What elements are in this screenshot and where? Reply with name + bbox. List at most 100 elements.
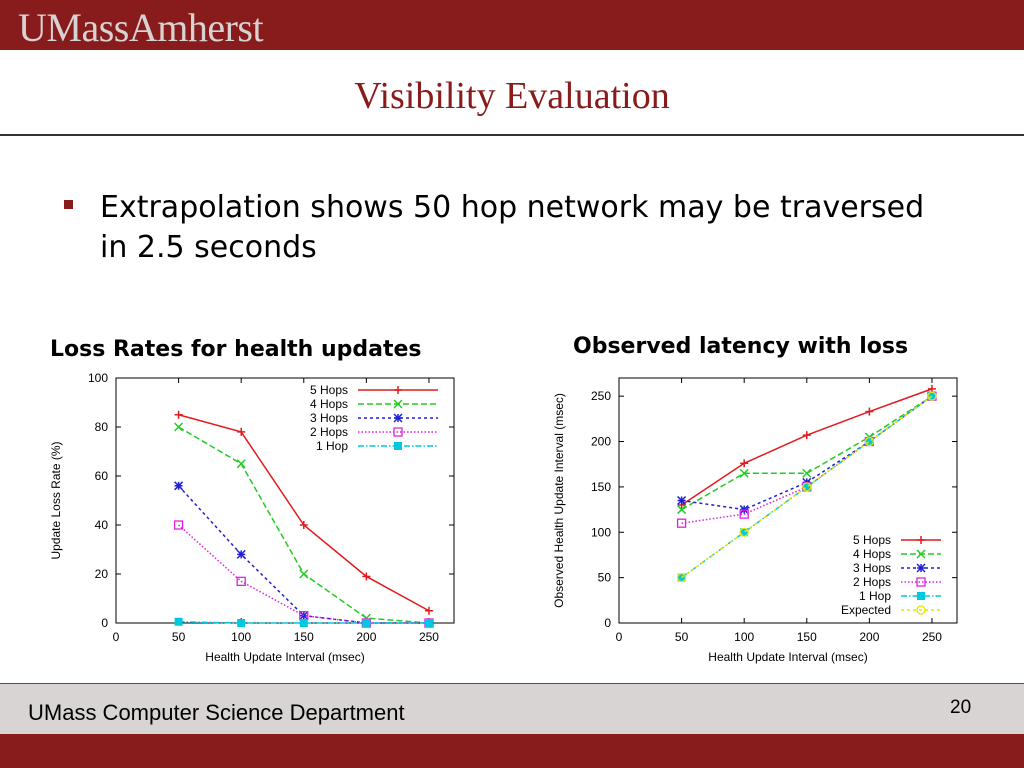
data-point	[362, 572, 371, 581]
data-point	[424, 606, 433, 615]
data-point	[174, 481, 184, 491]
series-line	[178, 485, 429, 624]
legend-marker	[393, 427, 403, 437]
data-point	[677, 505, 687, 515]
data-point	[802, 431, 811, 440]
data-point	[677, 495, 687, 506]
header-bar: UMassAmherst	[0, 0, 1024, 50]
data-point	[802, 468, 812, 478]
legend-label: 2 Hops	[853, 575, 891, 589]
legend-label: 4 Hops	[310, 397, 348, 411]
bullet-square-icon	[64, 200, 73, 209]
legend-label: Expected	[841, 603, 891, 617]
y-tick-label: 20	[95, 567, 109, 581]
legend-marker	[917, 536, 925, 544]
data-point	[739, 527, 749, 537]
series-line	[178, 414, 430, 612]
loss-rate-chart: 0 20 40 60 80 100 0 50 100 150 200 250 Health Update…	[49, 371, 455, 664]
x-tick-label: 200	[859, 630, 879, 644]
footer-bar	[0, 683, 1024, 734]
plot-frame	[115, 377, 455, 624]
data-point	[739, 509, 749, 519]
slide-title: Visibility Evaluation	[354, 75, 670, 117]
series-line	[178, 621, 429, 624]
y-tick-label: 250	[591, 389, 611, 403]
data-point	[236, 549, 246, 559]
data-point	[927, 391, 937, 401]
y-tick-label: 40	[95, 518, 109, 532]
x-axis-label: Health Update Interval (msec)	[205, 650, 364, 664]
legend-marker	[917, 592, 925, 600]
legend-label: 3 Hops	[853, 561, 891, 575]
data-point	[424, 619, 433, 627]
x-tick-label: 250	[419, 630, 439, 644]
legend-marker	[393, 413, 403, 423]
plot-frame	[618, 377, 958, 624]
legend-label: 1 Hop	[316, 439, 348, 453]
legend-marker	[916, 605, 926, 615]
x-tick-label: 100	[231, 630, 251, 644]
data-point	[299, 569, 309, 579]
legend-marker	[394, 442, 402, 450]
legend-label: 3 Hops	[310, 411, 348, 425]
series-line	[681, 395, 933, 524]
legend-label: 1 Hop	[859, 589, 891, 603]
legend-label: 4 Hops	[853, 547, 891, 561]
data-point	[237, 619, 246, 627]
y-tick-label: 200	[591, 435, 611, 449]
data-point	[362, 619, 371, 627]
x-axis-label: Health Update Interval (msec)	[708, 650, 867, 664]
data-point	[237, 427, 246, 436]
y-tick-label: 100	[591, 525, 611, 539]
bullet-text: Extrapolation shows 50 hop network may b…	[100, 190, 925, 265]
y-tick-label: 0	[101, 616, 108, 630]
university-logo: UMassAmherst	[18, 5, 264, 50]
y-tick-label: 100	[88, 371, 108, 385]
x-tick-label: 50	[172, 630, 186, 644]
x-tick-label: 50	[675, 630, 689, 644]
x-tick-label: 150	[797, 630, 817, 644]
legend-marker	[916, 549, 926, 559]
footer-department: UMass Computer Science Department	[28, 700, 405, 725]
loss-chart-title: Loss Rates for health updates	[50, 337, 422, 362]
data-point	[299, 521, 308, 529]
data-point	[174, 617, 183, 626]
x-tick-label: 200	[356, 630, 376, 644]
legend-marker	[393, 399, 403, 409]
legend-label: 2 Hops	[310, 425, 348, 439]
legend-label: 5 Hops	[310, 383, 348, 397]
series-line	[681, 395, 933, 511]
series-line	[681, 395, 933, 511]
legend-marker	[916, 563, 926, 573]
x-tick-label: 0	[616, 630, 623, 644]
data-point	[865, 407, 874, 416]
x-tick-label: 250	[922, 630, 942, 644]
data-point	[299, 619, 308, 627]
data-point	[676, 572, 687, 583]
y-tick-label: 150	[591, 480, 611, 494]
bottom-bar	[0, 734, 1024, 768]
data-point	[740, 459, 749, 468]
y-tick-label: 60	[95, 469, 109, 483]
data-point	[174, 410, 183, 419]
latency-chart-title: Observed latency with loss	[573, 334, 909, 359]
page-number: 20	[950, 697, 972, 718]
y-axis-label: Observed Health Update Interval (msec)	[552, 393, 566, 608]
y-tick-label: 50	[598, 571, 612, 585]
title-divider	[0, 134, 1024, 136]
x-tick-label: 100	[734, 630, 754, 644]
legend-label: 5 Hops	[853, 533, 891, 547]
data-point	[676, 518, 687, 528]
y-tick-label: 80	[95, 420, 109, 434]
x-tick-label: 150	[294, 630, 314, 644]
y-tick-label: 0	[604, 616, 611, 630]
data-point	[864, 436, 875, 447]
data-point	[173, 520, 184, 530]
data-point	[802, 482, 812, 492]
x-tick-label: 0	[113, 630, 120, 644]
latency-chart: 0 50 100 150 200 250 0 50 100 150 200 250 Health Upd…	[552, 377, 958, 664]
data-point	[236, 576, 246, 587]
legend-marker	[916, 577, 926, 587]
legend-marker	[394, 386, 402, 394]
data-point	[739, 468, 749, 478]
